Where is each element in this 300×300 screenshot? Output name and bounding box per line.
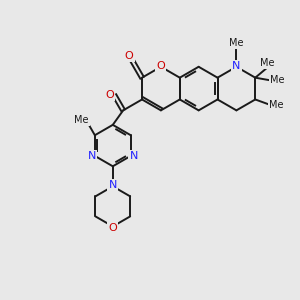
Text: Me: Me (74, 115, 89, 125)
Text: N: N (232, 61, 241, 71)
Text: Me: Me (260, 58, 274, 68)
Text: Me: Me (269, 100, 284, 110)
Text: Me: Me (270, 75, 284, 85)
Text: Me: Me (229, 38, 244, 48)
Text: O: O (105, 90, 114, 100)
Text: O: O (108, 224, 117, 233)
Text: N: N (88, 151, 96, 161)
Text: N: N (130, 151, 138, 161)
Text: O: O (125, 51, 134, 61)
Text: N: N (109, 180, 117, 190)
Text: O: O (157, 61, 165, 71)
